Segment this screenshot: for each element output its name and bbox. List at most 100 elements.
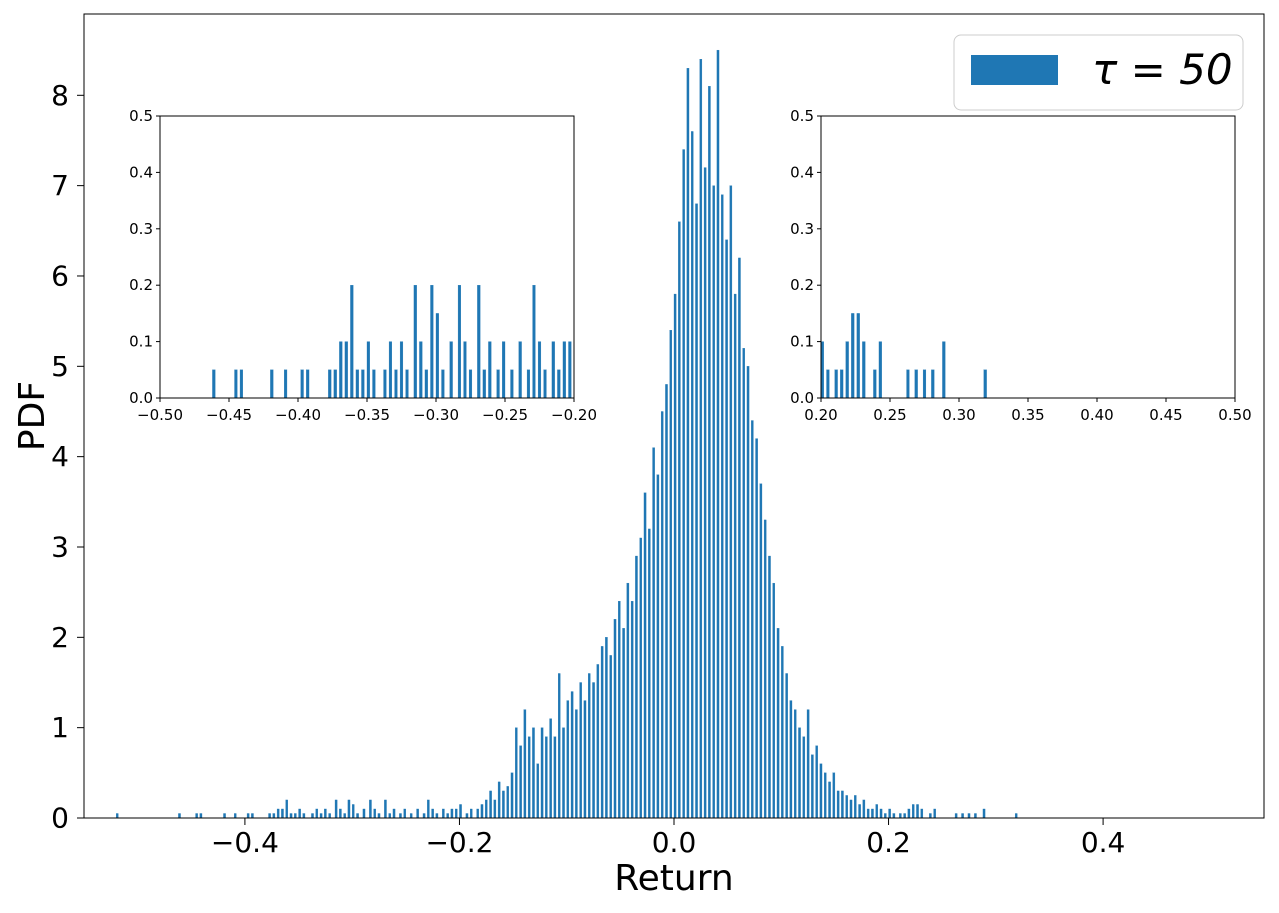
- main-bar-98: [682, 149, 685, 819]
- main-bar-65: [540, 727, 544, 819]
- inset-left-x-tick-label-3: −0.35: [344, 406, 390, 424]
- main-bar-58: [510, 772, 514, 819]
- inset-left-bar-16: [372, 369, 376, 399]
- inset-left-bar-14: [361, 369, 365, 399]
- main-y-tick-label-6: 6: [51, 259, 69, 292]
- main-bar-55: [497, 781, 501, 819]
- main-bar-64: [536, 763, 539, 819]
- main-bar-32: [384, 799, 387, 819]
- main-bar-61: [523, 709, 527, 819]
- main-bar-139: [858, 804, 861, 819]
- main-bar-21: [328, 813, 331, 819]
- inset-left-bar-15: [366, 341, 370, 399]
- main-bar-133: [832, 772, 836, 819]
- main-bar-13: [289, 813, 293, 819]
- inset-right-bar-147: [826, 369, 830, 399]
- main-bar-27: [356, 813, 359, 819]
- inset-left-bar-21: [405, 369, 409, 399]
- main-bar-37: [409, 813, 413, 819]
- main-bar-154: [929, 813, 932, 819]
- inset-right-bar-157: [914, 369, 918, 399]
- inset-right-y-ticks: 0.0 0.1 0.2 0.3 0.4 0.5: [790, 107, 821, 407]
- main-bar-94: [665, 384, 668, 819]
- main-bar-152: [916, 804, 919, 819]
- inset-left-y-tick-label-2: 0.2: [129, 276, 153, 294]
- main-bar-128: [811, 754, 814, 819]
- inset-left-bar-22: [413, 285, 417, 399]
- main-bar-22: [334, 799, 338, 819]
- inset-right-bar-158: [922, 369, 927, 399]
- inset-left-x-tick-label-6: −0.20: [551, 406, 597, 424]
- main-bar-84: [622, 628, 625, 819]
- inset-right-y-tick-label-5: 0.5: [790, 107, 814, 125]
- main-bar-67: [549, 718, 552, 819]
- inset-left-bar-25: [430, 285, 434, 399]
- main-y-tick-label-2: 2: [51, 621, 69, 654]
- inset-left-bar-44: [557, 369, 561, 399]
- main-bar-53: [489, 790, 492, 819]
- main-bar-142: [871, 808, 874, 819]
- main-bar-123: [789, 700, 793, 819]
- inset-right-bar-152: [856, 313, 860, 399]
- main-plot: −0.4 −0.2 0.0 0.2 0.4 0 1 2 3 4 5 6 7 8 Return PDF: [12, 13, 1265, 899]
- main-bar-107: [721, 194, 724, 819]
- inset-right-x-ticks: 0.20 0.25 0.30 0.35 0.40 0.45 0.50: [804, 398, 1252, 424]
- main-bar-43: [442, 808, 445, 819]
- main-bar-41: [431, 808, 434, 819]
- inset-left-bar-9: [333, 369, 337, 399]
- main-bar-30: [373, 808, 376, 819]
- main-bar-113: [746, 366, 750, 819]
- inset-left-bar-42: [543, 369, 547, 399]
- inset-left-bar-7: [306, 369, 310, 399]
- main-bar-31: [377, 813, 381, 819]
- main-bar-54: [493, 799, 497, 819]
- main-bar-38: [416, 808, 419, 819]
- main-y-tick-label-8: 8: [51, 79, 69, 112]
- inset-right-bar-160: [942, 341, 946, 399]
- inset-right-x-tick-label-2: 0.30: [942, 406, 975, 424]
- main-bar-155: [933, 808, 936, 819]
- main-bar-69: [558, 673, 561, 819]
- inset-left-y-tick-label-0: 0.0: [129, 389, 153, 407]
- main-bar-112: [742, 348, 745, 819]
- main-bar-56: [502, 790, 505, 819]
- main-bar-99: [686, 68, 690, 819]
- main-y-tick-label-5: 5: [51, 350, 69, 383]
- main-bar-71: [566, 700, 570, 819]
- inset-left-y-tick-label-3: 0.3: [129, 220, 153, 238]
- main-bar-126: [802, 736, 806, 819]
- main-bar-119: [772, 582, 775, 819]
- inset-left-bar-37: [510, 369, 514, 399]
- inset-right-y-tick-label-3: 0.3: [790, 220, 814, 238]
- main-bar-106: [716, 49, 720, 819]
- inset-left-bar-18: [388, 341, 392, 399]
- main-bar-57: [506, 786, 509, 819]
- main-bar-150: [907, 808, 911, 819]
- main-bar-47: [459, 804, 462, 819]
- main-bar-4: [223, 813, 226, 819]
- main-bar-102: [699, 59, 703, 819]
- inset-left-bars: [212, 285, 572, 399]
- main-bar-12: [285, 799, 288, 819]
- inset-left-bar-38: [518, 341, 522, 399]
- main-bar-103: [703, 167, 707, 819]
- legend-label: τ = 50: [1092, 45, 1233, 94]
- main-bar-105: [712, 185, 715, 819]
- inset-left-bar-6: [300, 369, 304, 399]
- inset-right-bar-155: [878, 341, 882, 399]
- main-bar-153: [920, 808, 924, 819]
- main-bar-121: [781, 646, 784, 819]
- main-bar-79: [600, 646, 604, 819]
- main-bar-140: [862, 799, 866, 819]
- inset-left-bar-19: [394, 369, 398, 399]
- main-bar-143: [875, 804, 878, 819]
- main-bar-5: [234, 813, 237, 819]
- inset-left-y-ticks: 0.0 0.1 0.2 0.3 0.4 0.5: [129, 107, 160, 407]
- main-bar-16: [302, 813, 306, 819]
- inset-right-y-tick-label-0: 0.0: [790, 389, 814, 407]
- main-bar-36: [403, 808, 406, 819]
- main-bar-45: [450, 808, 454, 819]
- inset-right-x-tick-label-1: 0.25: [873, 406, 906, 424]
- main-bar-59: [515, 727, 518, 819]
